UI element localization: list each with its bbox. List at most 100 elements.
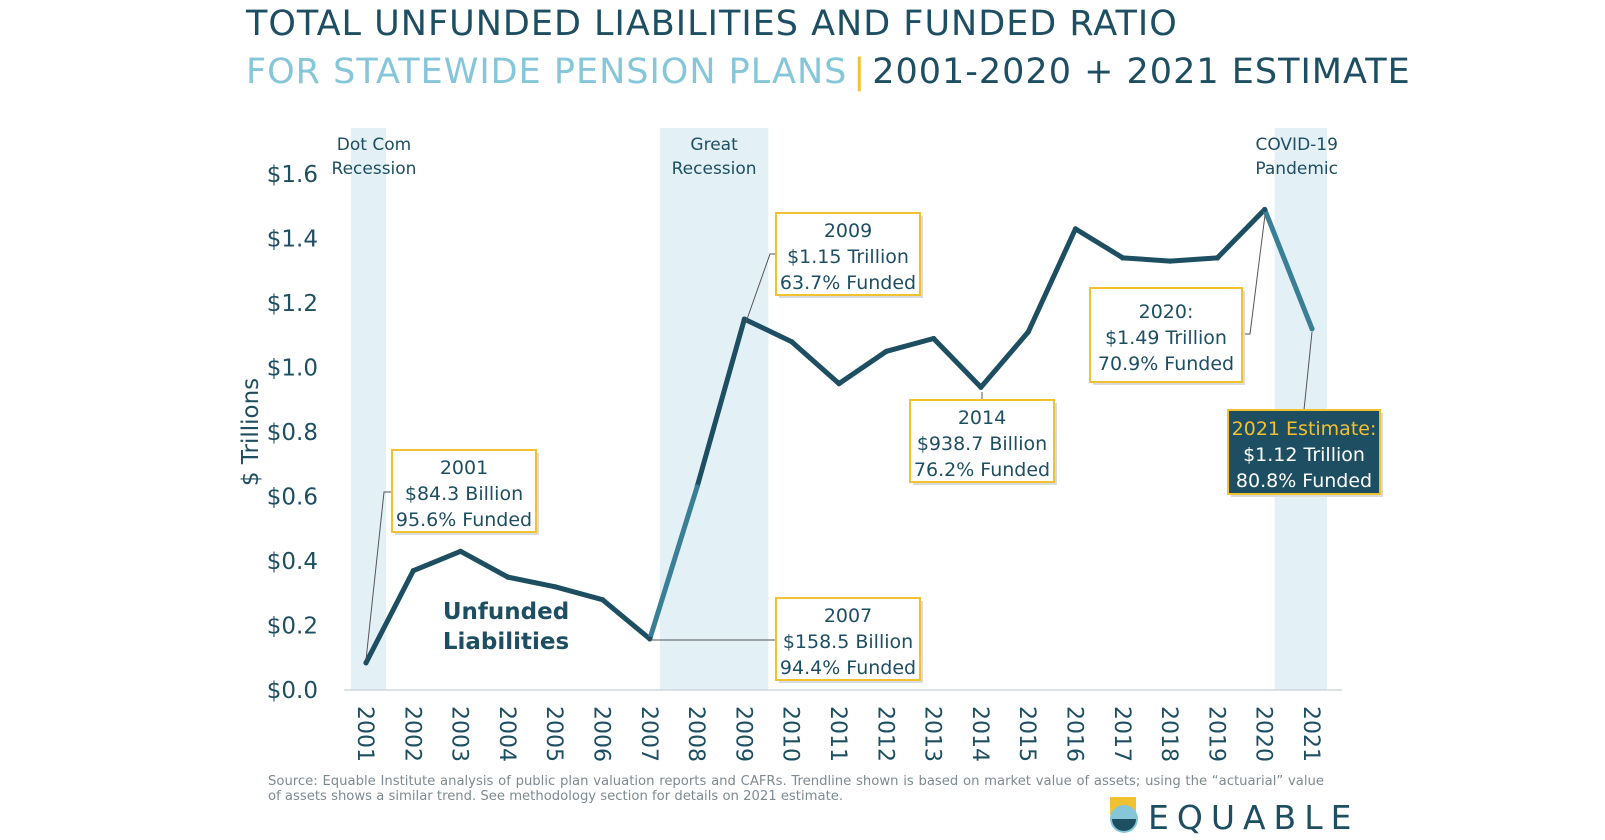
subtitle-dark: 2001-2020 + 2021 ESTIMATE — [872, 52, 1411, 92]
callout-2007-line1: 2007 — [824, 605, 872, 627]
data-point-2018 — [1167, 258, 1173, 264]
data-point-2009 — [741, 316, 748, 322]
y-tick-label-5: $1.0 — [267, 356, 318, 382]
series-segment-2013 — [883, 335, 937, 354]
series-segment-2008 — [647, 484, 700, 642]
data-point-2019 — [1214, 255, 1220, 261]
series-segment-2009 — [694, 316, 747, 490]
series-segment-2011 — [789, 339, 842, 387]
shaded-band-0 — [351, 128, 386, 690]
callout-2020-line1: 2020: — [1139, 301, 1194, 323]
x-tick-label-2011: 2011 — [825, 706, 850, 762]
data-point-2014 — [978, 384, 984, 390]
data-point-2020 — [1262, 206, 1268, 213]
series-segment-2012 — [836, 348, 889, 387]
data-point-2001 — [363, 660, 369, 666]
y-tick-label-6: $1.2 — [267, 291, 318, 317]
x-tick-label-2004: 2004 — [494, 706, 519, 762]
shaded-band-label-2-line1: COVID-19 — [1255, 135, 1337, 155]
data-point-2016 — [1072, 226, 1079, 232]
y-tick-label-8: $1.6 — [267, 162, 318, 188]
callout-2009-line2: $1.15 Trillion — [787, 246, 909, 268]
shaded-band-1 — [659, 128, 769, 690]
y-tick-label-4: $0.8 — [267, 420, 318, 446]
x-tick-label-2007: 2007 — [636, 706, 661, 762]
shaded-band-label-0-line1: Dot Com — [337, 135, 411, 155]
callout-2021-box — [1227, 409, 1381, 495]
series-segment-2014 — [931, 335, 984, 390]
data-point-2021 — [1309, 326, 1315, 332]
x-tick-label-2003: 2003 — [447, 706, 472, 762]
y-tick-label-1: $0.2 — [267, 614, 318, 640]
callout-2014-box — [909, 399, 1055, 483]
y-tick-label-0: $0.0 — [267, 678, 318, 704]
x-tick-label-2019: 2019 — [1203, 706, 1228, 762]
callout-2001-box — [391, 449, 537, 533]
series-segment-2015 — [978, 329, 1031, 390]
callout-2001-line3: 95.6% Funded — [396, 509, 532, 531]
y-tick-label-3: $0.6 — [267, 485, 318, 511]
series-segment-2007 — [600, 597, 653, 642]
equable-logo-icon — [1110, 797, 1138, 833]
callout-2020-line3: 70.9% Funded — [1098, 353, 1234, 375]
data-point-2004 — [505, 574, 511, 580]
callout-2021-line1: 2021 Estimate: — [1232, 418, 1377, 440]
callout-2014-line2: $938.7 Billion — [917, 433, 1047, 455]
y-tick-label-2: $0.4 — [267, 549, 318, 575]
data-point-2012 — [883, 348, 889, 354]
data-point-2013 — [931, 335, 937, 342]
x-tick-label-2013: 2013 — [920, 706, 945, 762]
x-tick-label-2010: 2010 — [778, 706, 803, 762]
callout-2009-box — [775, 212, 921, 296]
series-segment-2010 — [741, 316, 795, 345]
chart-title: TOTAL UNFUNDED LIABILITIES AND FUNDED RA… — [246, 4, 1178, 44]
x-tick-label-2009: 2009 — [730, 706, 755, 762]
logo-text: EQUABLE — [1148, 798, 1360, 837]
subtitle-separator: | — [853, 52, 867, 92]
x-tick-label-2015: 2015 — [1014, 706, 1039, 762]
series-segment-2016 — [1025, 226, 1078, 335]
x-tick-label-2014: 2014 — [967, 706, 992, 762]
series-segment-2021 — [1262, 206, 1315, 332]
callout-2009-line1: 2009 — [824, 220, 872, 242]
callout-2014-line3: 76.2% Funded — [914, 459, 1050, 481]
data-point-2008 — [694, 484, 700, 490]
series-segment-2002 — [363, 568, 416, 666]
series-label-line2: Liabilities — [443, 629, 569, 655]
x-tick-label-2012: 2012 — [872, 706, 897, 762]
data-point-2005 — [552, 584, 558, 590]
y-axis-label: $ Trillions — [238, 378, 264, 486]
callout-2014-line1: 2014 — [958, 407, 1006, 429]
shaded-band-label-1-line2: Recession — [672, 159, 757, 179]
callout-2009-line3: 63.7% Funded — [780, 272, 916, 294]
line-chart: Dot Com Recession Great Recession COVID-19 Pa… — [238, 128, 1383, 762]
callout-2020-box — [1089, 287, 1243, 383]
series-segment-2020 — [1214, 206, 1268, 261]
data-point-2003 — [458, 548, 464, 554]
series-segment-2003 — [410, 548, 464, 574]
x-tick-label-2018: 2018 — [1156, 706, 1181, 762]
callout-2021-line2: $1.12 Trillion — [1243, 444, 1365, 466]
data-point-2015 — [1025, 329, 1031, 335]
x-tick-label-2006: 2006 — [589, 706, 614, 762]
series-segment-2017 — [1073, 226, 1126, 261]
x-tick-label-2002: 2002 — [399, 706, 424, 762]
x-tick-label-2001: 2001 — [352, 706, 377, 762]
shaded-band-label-0-line2: Recession — [332, 159, 417, 179]
data-point-2017 — [1120, 255, 1126, 261]
callout-2007-line3: 94.4% Funded — [780, 657, 916, 679]
shaded-band-label-2-line2: Pandemic — [1255, 159, 1338, 179]
data-point-2010 — [789, 339, 795, 345]
x-tick-label-2016: 2016 — [1062, 706, 1087, 762]
data-point-2007 — [647, 636, 653, 642]
series-segment-2006 — [552, 584, 605, 603]
series-segment-2005 — [505, 574, 558, 590]
callout-2021-line3: 80.8% Funded — [1236, 470, 1372, 492]
x-tick-label-2021: 2021 — [1298, 706, 1323, 762]
series-segment-2004 — [458, 548, 511, 580]
series-segment-2019 — [1167, 255, 1220, 264]
series-label-line1: Unfunded — [443, 599, 569, 625]
callout-2009-leader — [745, 253, 776, 323]
callout-2007-line2: $158.5 Billion — [783, 631, 913, 653]
chart-subtitle: FOR STATEWIDE PENSION PLANS | 2001-2020 + … — [246, 52, 1411, 92]
